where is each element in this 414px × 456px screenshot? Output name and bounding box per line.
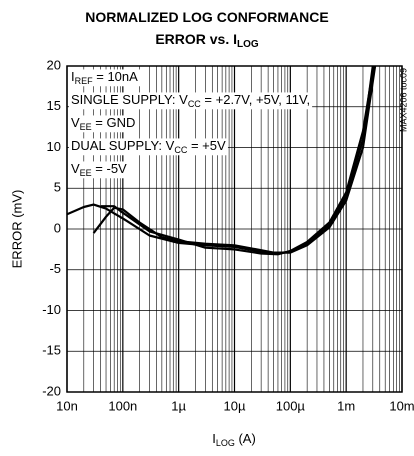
- text-piece: I: [71, 69, 75, 84]
- subscript: REF: [75, 76, 94, 86]
- y-tick-label: 15: [47, 98, 61, 113]
- subscript: EE: [80, 168, 92, 178]
- curve: [92, 66, 377, 254]
- chart-title: ERROR vs. ILOG: [155, 31, 259, 50]
- curve: [100, 66, 375, 256]
- plot-frame: [66, 65, 403, 393]
- text-piece: I: [212, 431, 216, 446]
- chart-title: NORMALIZED LOG CONFORMANCE: [85, 9, 328, 25]
- text-piece: = GND: [92, 115, 136, 130]
- y-tick-label: 0: [54, 220, 61, 235]
- annotation: DUAL SUPPLY: VCC = +5V: [71, 138, 226, 155]
- annotation: IREF = 10nA: [71, 69, 138, 86]
- annotation-background: [69, 115, 138, 133]
- y-tick-label: -5: [49, 261, 61, 276]
- text-piece: V: [71, 161, 80, 176]
- subscript: EE: [80, 122, 92, 132]
- x-tick-label: 10m: [389, 398, 414, 413]
- x-tick-label: 10µ: [224, 398, 246, 413]
- x-tick-label: 1m: [337, 398, 355, 413]
- annotation-background: [69, 92, 313, 110]
- annotation: VEE = GND: [71, 115, 135, 132]
- y-axis-label: ERROR (mV): [9, 190, 24, 269]
- text-piece: SINGLE SUPPLY: V: [71, 92, 188, 107]
- text-piece: V: [71, 115, 80, 130]
- subscript: LOG: [216, 438, 235, 448]
- y-tick-label: 20: [47, 57, 61, 72]
- annotation-background: [69, 138, 228, 156]
- text-piece: = +2.7V, +5V, 11V,: [201, 92, 310, 107]
- annotation: VEE = -5V: [71, 161, 127, 178]
- annotation-background: [69, 161, 130, 179]
- subscript: CC: [174, 145, 187, 155]
- x-tick-label: 1µ: [171, 398, 186, 413]
- text-piece: DUAL SUPPLY: V: [71, 138, 175, 153]
- subscript: LOG: [237, 39, 259, 50]
- text-piece: = +5V: [187, 138, 226, 153]
- x-axis-label: ILOG (A): [212, 431, 256, 448]
- x-tick-label: 10n: [56, 398, 78, 413]
- x-tick-label: 100µ: [276, 398, 306, 413]
- y-tick-label: -10: [42, 302, 61, 317]
- text-piece: = -5V: [92, 161, 127, 176]
- x-tick-label: 100n: [108, 398, 137, 413]
- y-tick-label: 5: [54, 180, 61, 195]
- subscript: CC: [188, 99, 201, 109]
- text-piece: ERROR vs. I: [155, 31, 237, 47]
- annotation: SINGLE SUPPLY: VCC = +2.7V, +5V, 11V,: [71, 92, 310, 109]
- y-tick-label: -15: [42, 343, 61, 358]
- y-tick-label: 10: [47, 139, 61, 154]
- side-note: MAX4206 toc09: [398, 68, 408, 132]
- text-piece: NORMALIZED LOG CONFORMANCE: [85, 9, 328, 25]
- annotation-background: [69, 69, 141, 87]
- text-piece: (A): [235, 431, 256, 446]
- y-tick-label: -20: [42, 383, 61, 398]
- curves: [67, 66, 377, 256]
- text-piece: = 10nA: [93, 69, 139, 84]
